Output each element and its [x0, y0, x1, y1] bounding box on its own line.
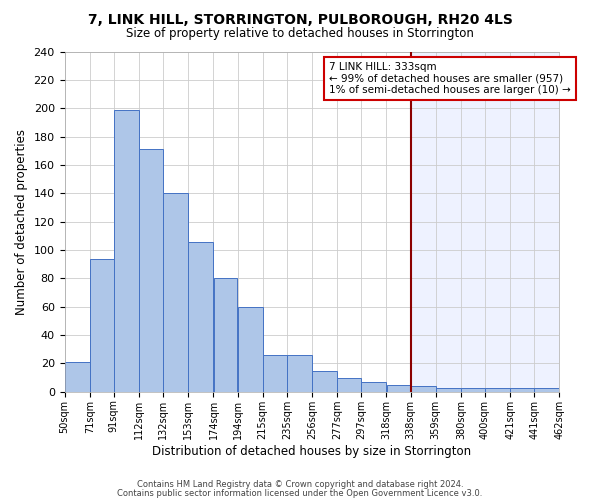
Bar — [287, 355, 312, 392]
Bar — [386, 384, 410, 392]
Bar — [65, 362, 89, 392]
Bar — [461, 388, 485, 392]
Bar — [163, 194, 188, 392]
Bar — [90, 258, 113, 392]
Text: 7 LINK HILL: 333sqm
← 99% of detached houses are smaller (957)
1% of semi-detach: 7 LINK HILL: 333sqm ← 99% of detached ho… — [329, 62, 571, 95]
Bar — [535, 388, 559, 392]
Bar — [511, 388, 534, 392]
Bar — [312, 370, 337, 392]
Y-axis label: Number of detached properties: Number of detached properties — [15, 128, 28, 314]
Bar — [485, 388, 510, 392]
Bar — [410, 386, 436, 392]
Text: Size of property relative to detached houses in Storrington: Size of property relative to detached ho… — [126, 28, 474, 40]
Text: Contains HM Land Registry data © Crown copyright and database right 2024.: Contains HM Land Registry data © Crown c… — [137, 480, 463, 489]
Bar — [114, 110, 139, 392]
Bar — [337, 378, 361, 392]
Bar — [263, 355, 287, 392]
Bar — [361, 382, 386, 392]
Bar — [139, 150, 163, 392]
Bar — [214, 278, 238, 392]
Text: Contains public sector information licensed under the Open Government Licence v3: Contains public sector information licen… — [118, 488, 482, 498]
Text: 7, LINK HILL, STORRINGTON, PULBOROUGH, RH20 4LS: 7, LINK HILL, STORRINGTON, PULBOROUGH, R… — [88, 12, 512, 26]
Bar — [436, 388, 461, 392]
Bar — [238, 306, 263, 392]
Bar — [188, 242, 214, 392]
Bar — [410, 52, 559, 392]
X-axis label: Distribution of detached houses by size in Storrington: Distribution of detached houses by size … — [152, 444, 472, 458]
